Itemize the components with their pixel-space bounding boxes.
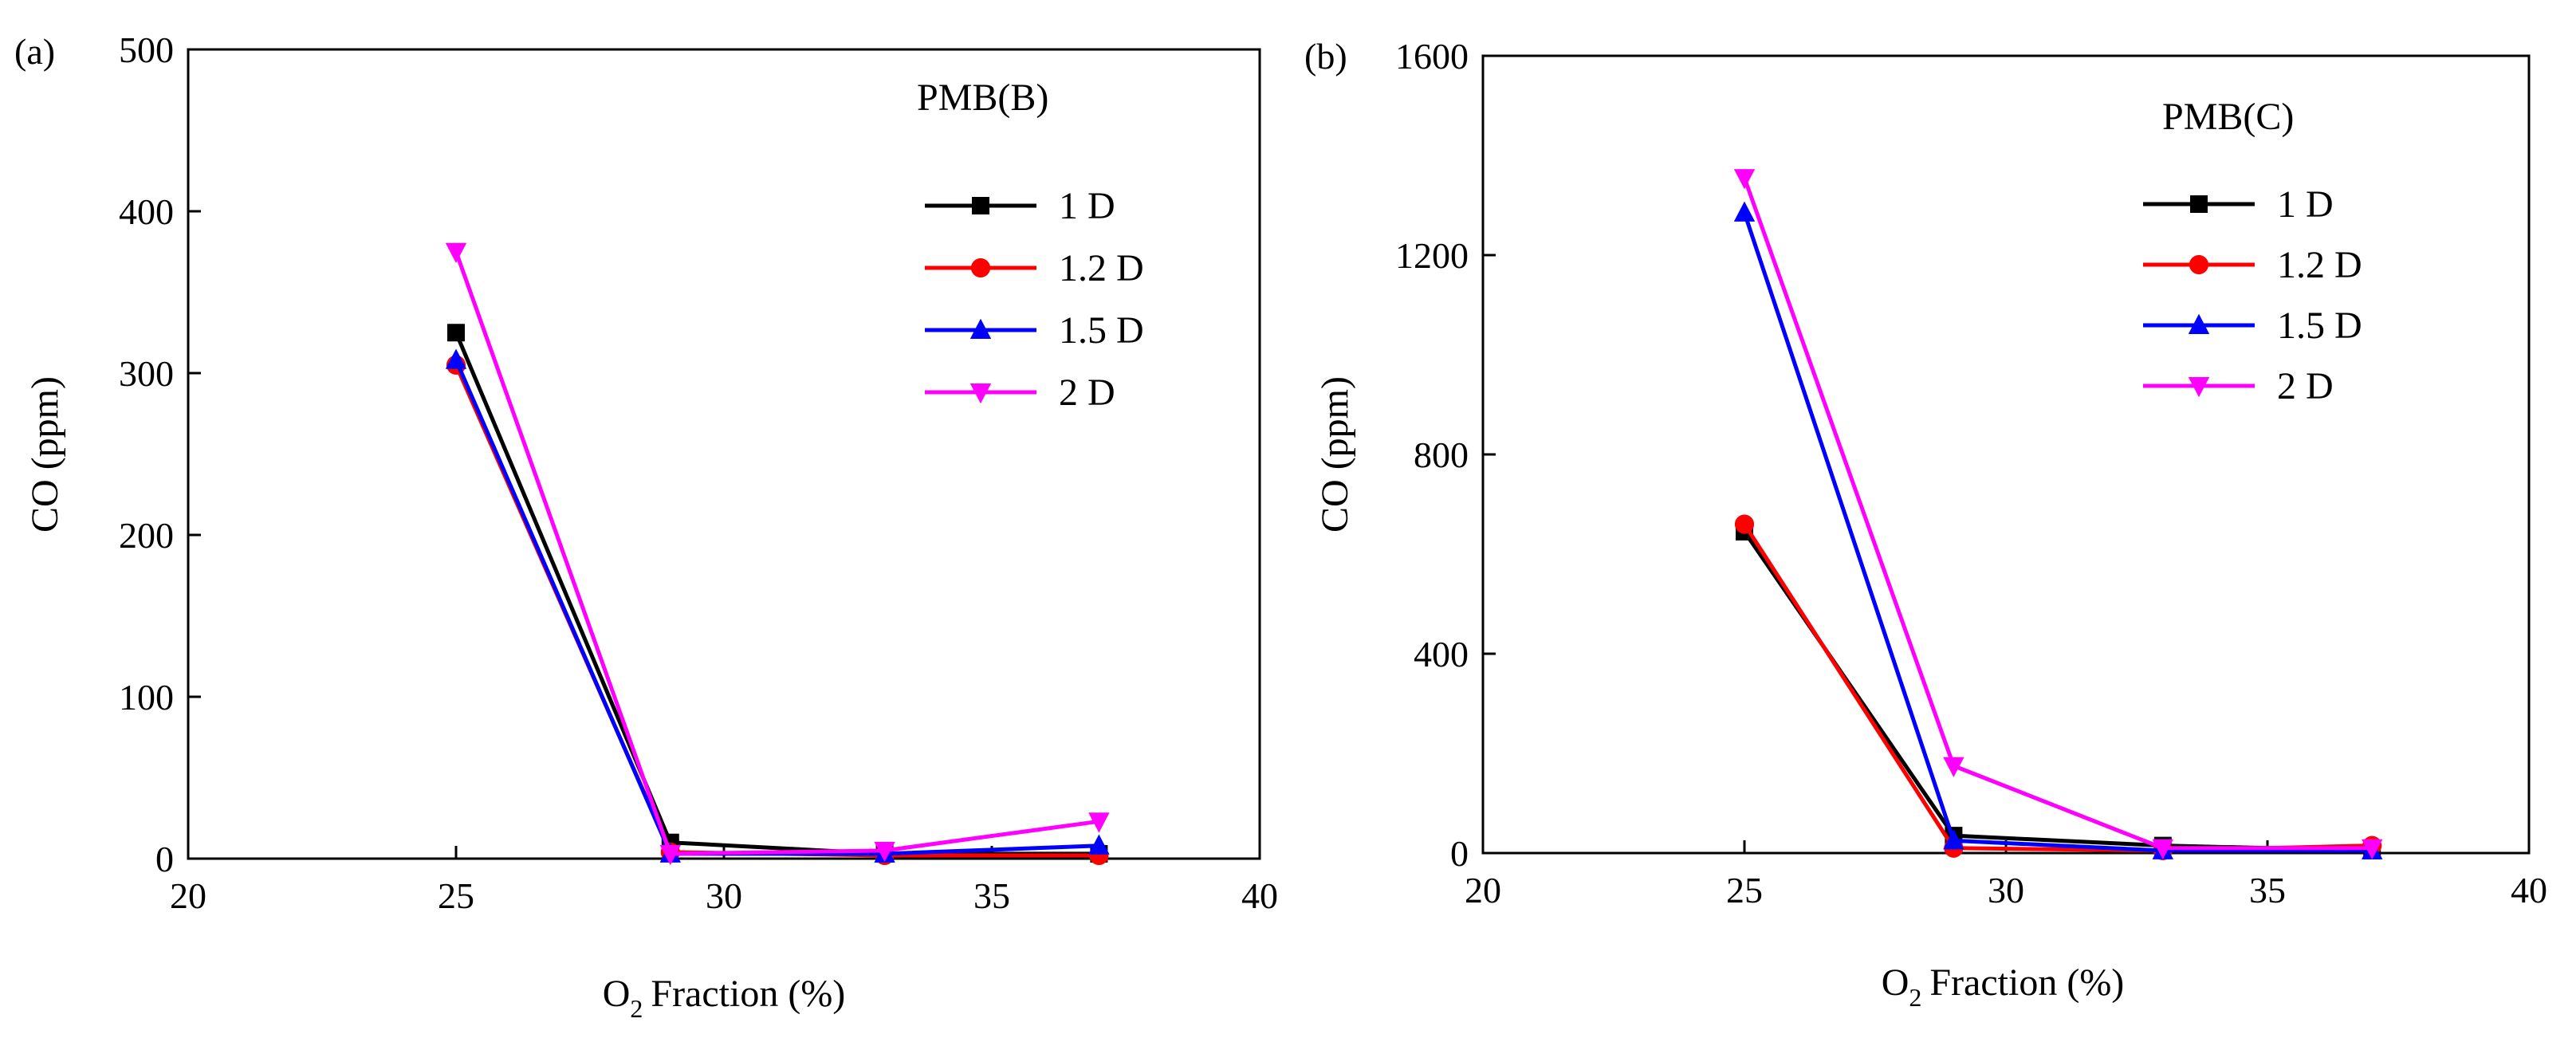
panel-label: (a) (14, 31, 55, 72)
x-axis-label: O2 Fraction (%) (1882, 961, 2125, 1012)
x-tick-label: 35 (973, 875, 1010, 916)
data-point (2152, 839, 2173, 860)
data-point (874, 841, 895, 863)
data-point (1088, 834, 1110, 855)
y-tick-label: 200 (119, 515, 174, 556)
panel-label: (b) (1304, 36, 1347, 77)
x-tick-label: 40 (1241, 875, 1278, 916)
x-tick-label: 25 (1726, 870, 1763, 910)
x-tick-label: 30 (706, 875, 742, 916)
x-tick-label: 30 (1988, 870, 2024, 910)
y-tick-label: 100 (119, 677, 174, 718)
x-tick-label: 40 (2511, 870, 2547, 910)
data-point (1734, 514, 1755, 534)
legend-marker (2188, 377, 2210, 398)
y-tick-label: 800 (1414, 434, 1469, 475)
legend-marker (969, 318, 992, 339)
data-point (659, 844, 681, 866)
x-tick-label: 20 (170, 875, 206, 916)
data-point (2362, 839, 2383, 860)
legend: 1 D 1.2 D 1.5 D 2 D (925, 185, 1144, 414)
x-tick-label: 25 (438, 875, 474, 916)
x-axis-label-prefix: O (603, 973, 631, 1015)
legend-marker (2188, 313, 2210, 334)
y-axis-label: CO (ppm) (1314, 376, 1356, 533)
data-point (1733, 169, 1756, 190)
data-point (445, 348, 467, 369)
data-point (1943, 757, 1964, 777)
x-axis-label-subscript: 2 (630, 994, 643, 1023)
series-line-3 (1742, 212, 2373, 853)
legend-marker (2189, 254, 2209, 275)
legend-label: 1.5 D (2277, 305, 2362, 347)
legend-label: 2 D (1059, 372, 1115, 414)
series-line-4 (454, 250, 1099, 856)
legend-marker (970, 258, 991, 278)
y-tick-label: 300 (119, 353, 174, 394)
chart-title: PMB(C) (2162, 96, 2294, 138)
legend-label: 2 D (2277, 365, 2334, 407)
legend-marker (972, 197, 989, 214)
y-tick-label: 500 (119, 29, 174, 70)
y-tick-label: 1600 (1395, 36, 1469, 77)
data-point (447, 324, 465, 342)
x-axis-label-subscript: 2 (1909, 983, 1921, 1012)
y-tick-label: 1200 (1395, 235, 1469, 276)
legend-label: 1.2 D (2277, 244, 2362, 286)
y-tick-label: 0 (1450, 833, 1469, 874)
series-layer (1733, 169, 2383, 860)
chart-title: PMB(B) (917, 77, 1048, 119)
x-tick-label: 20 (1465, 870, 1501, 910)
legend-marker (2190, 195, 2208, 213)
legend-label: 1 D (2277, 183, 2334, 226)
data-point (1088, 812, 1110, 833)
legend-label: 1.5 D (1059, 309, 1144, 352)
x-axis-label-text: Fraction (%) (1929, 961, 2124, 1004)
y-tick-label: 0 (155, 839, 174, 879)
x-axis-label: O2 Fraction (%) (603, 973, 846, 1023)
x-axis-label-text: Fraction (%) (651, 973, 845, 1015)
y-tick-label: 400 (119, 191, 174, 232)
x-tick-label: 35 (2249, 870, 2286, 910)
y-tick-label: 400 (1414, 634, 1469, 674)
series-layer (445, 242, 1110, 866)
y-axis-label: CO (ppm) (24, 376, 66, 533)
legend-marker (969, 383, 992, 404)
legend-label: 1.2 D (1059, 247, 1144, 289)
data-point (445, 242, 467, 264)
legend: 1 D 1.2 D 1.5 D 2 D (2143, 183, 2362, 407)
data-point (1943, 829, 1964, 850)
series-line-4 (1742, 177, 2373, 851)
x-axis-label-prefix: O (1882, 961, 1909, 1004)
data-point (1733, 201, 1756, 222)
legend-label: 1 D (1059, 185, 1115, 227)
